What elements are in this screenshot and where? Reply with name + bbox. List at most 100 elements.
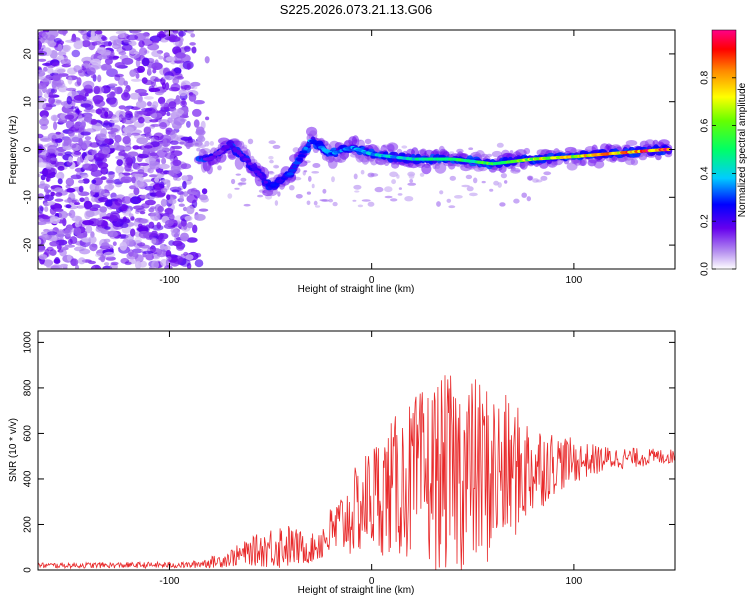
snr-series-line [38,375,675,570]
spectrogram-noise-cell [85,210,95,218]
spectrogram-noise-cell [332,201,338,207]
spectrogram-noise-cell [313,200,318,206]
spectrogram-noise-cell [54,198,64,202]
spectrogram-noise-cell [196,147,201,152]
spectrogram-noise-cell [85,225,93,234]
spectrogram-noise-cell [121,92,131,101]
y-tick-label: 200 [23,516,34,533]
spectrogram-noise-cell [138,40,145,48]
spectrogram-noise-cell [146,101,152,107]
spectrogram-noise-cell [500,173,507,179]
spectrogram-noise-cell [150,123,161,127]
spectrogram-noise-cell [109,212,121,222]
spectrogram-noise-cell [126,34,139,41]
spectrogram-noise-cell [71,215,83,222]
spectrogram-noise-cell [158,163,170,170]
spectrogram-noise-cell [124,261,132,266]
spectrogram-noise-cell [142,250,154,254]
spectrogram-noise-cell [178,30,186,37]
spectrogram-noise-cell [44,206,49,212]
spectrogram-noise-cell [56,244,62,250]
spectrogram-noise-cell [82,80,95,90]
spectrogram-ridge-halo [434,162,447,174]
spectrogram-noise-cell [169,140,179,145]
spectrogram-noise-cell [144,186,156,191]
spectrogram-noise-cell [90,75,97,79]
spectrogram-noise-cell [56,230,64,240]
spectrogram-noise-cell [465,174,473,180]
spectrogram-noise-cell [82,163,93,171]
spectrogram-noise-cell [84,93,89,97]
spectrogram-noise-cell [179,194,184,203]
spectrogram-noise-cell [108,184,115,190]
spectrogram-noise-cell [133,181,145,188]
spectrogram-noise-cell [217,165,222,171]
snr-x-ticks: -100 0 100 [159,331,583,587]
x-tick-label: 0 [369,275,375,286]
spectrogram-noise-cell [473,177,478,184]
spectrogram-noise-cell [143,96,154,100]
colorbar-tick-label: 0.0 [700,262,711,276]
spectrogram-noise-cell [227,193,233,199]
spectrogram-noise-cell [152,101,159,109]
spectrogram-noise-cell [121,196,132,204]
spectrogram-noise-cell [90,109,96,114]
spectrogram-ridge-halo [386,142,399,152]
spectrogram-noise-cell [79,248,91,255]
spectrogram-noise-cell [64,228,72,237]
spectrogram-noise-cell [124,164,132,172]
spectrogram-noise-cell [165,249,172,258]
spectrogram-noise-cell [185,142,195,148]
spectrogram-noise-cell [160,102,169,108]
spectrogram-noise-cell [166,194,171,201]
spectrogram-noise-cell [47,201,56,206]
spectrogram-noise-cell [98,188,105,197]
spectrogram-noise-cell [186,194,198,204]
spectrogram-noise-cell [76,156,81,166]
spectrogram-noise-cell [104,226,111,230]
spectrogram-noise-cell [181,175,189,181]
figure-title: S225.2026.073.21.13.G06 [280,2,433,17]
spectrogram-noise-cell [68,209,76,219]
spectrogram-noise-cell [53,208,64,212]
spectrogram-noise-cell [38,58,47,62]
spectrogram-noise-cell [115,165,124,174]
spectrogram-noise-cell [99,206,108,213]
spectrogram-noise-cell [54,187,64,193]
spectrogram-noise-cell [126,132,132,138]
spectrogram-noise-cell [178,203,185,207]
spectrogram-noise-cell [153,132,164,141]
spectrogram-ridge-peak [299,150,308,154]
spectrogram-noise-cell [63,137,72,146]
spectrogram-noise-cell [139,47,148,56]
spectrogram-noise-cell [90,58,102,66]
spectrogram-noise-cell [184,45,191,52]
spectrogram-noise-cell [38,83,47,90]
spectrogram-ridge-peak [292,165,298,169]
spectrogram-noise-cell [186,237,198,243]
colorbar: 0.0 0.2 0.4 0.6 0.8 Normalized spectral ampl… [700,29,748,276]
x-tick-label: 100 [566,275,583,286]
spectrogram-noise-cell [130,30,142,34]
spectrogram-noise-cell [123,146,131,152]
spectrogram-noise-cell [468,147,474,150]
spectrogram-noise-cell [148,87,161,93]
spectrogram-noise-cell [149,152,158,157]
spectrogram-noise-cell [164,265,173,269]
spectrogram-noise-cell [269,159,274,164]
spectrogram-noise-cell [448,205,456,209]
spectrogram-noise-cell [90,264,102,269]
spectrogram-noise-cell [101,107,109,112]
spectrogram-noise-cell [116,86,123,94]
spectrogram-noise-cell [136,137,148,145]
spectrogram-noise-cell [170,165,181,172]
spectrogram-y-ticks: -20 -10 0 10 20 [23,48,675,252]
spectrogram-noise-cell [187,30,194,34]
spectrogram-noise-cell [184,138,196,143]
spectrogram-noise-cell [49,241,59,247]
spectrogram-noise-cell [66,95,73,105]
spectrogram-noise-cell [274,165,279,168]
spectrogram-noise-cell [331,176,335,183]
spectrogram-noise-cell [158,233,169,240]
spectrogram-noise-cell [497,182,502,188]
